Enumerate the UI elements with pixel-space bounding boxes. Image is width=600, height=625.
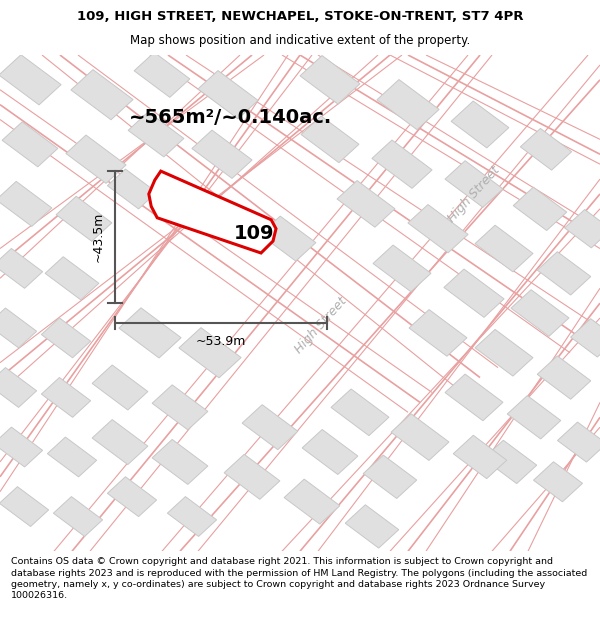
Polygon shape [41, 318, 91, 357]
Polygon shape [260, 216, 316, 261]
Polygon shape [47, 437, 97, 477]
Polygon shape [167, 497, 217, 536]
Polygon shape [188, 191, 244, 236]
Polygon shape [198, 71, 258, 119]
Polygon shape [224, 454, 280, 499]
Polygon shape [453, 435, 507, 479]
Polygon shape [391, 414, 449, 461]
Polygon shape [2, 122, 58, 167]
Polygon shape [0, 487, 49, 526]
Polygon shape [345, 505, 399, 548]
Polygon shape [179, 328, 241, 378]
Text: ~43.5m: ~43.5m [91, 212, 104, 262]
Polygon shape [537, 356, 591, 399]
Polygon shape [92, 365, 148, 410]
Polygon shape [0, 368, 37, 408]
Polygon shape [372, 140, 432, 188]
Polygon shape [533, 462, 583, 502]
Polygon shape [475, 329, 533, 376]
Text: 109, HIGH STREET, NEWCHAPEL, STOKE-ON-TRENT, ST7 4PR: 109, HIGH STREET, NEWCHAPEL, STOKE-ON-TR… [77, 10, 523, 23]
Polygon shape [107, 169, 157, 209]
Polygon shape [134, 52, 190, 98]
Polygon shape [66, 135, 126, 183]
Polygon shape [119, 308, 181, 358]
Polygon shape [363, 455, 417, 499]
Polygon shape [475, 225, 533, 272]
Text: High Street: High Street [445, 163, 503, 224]
Polygon shape [300, 56, 360, 104]
Polygon shape [409, 309, 467, 356]
Polygon shape [377, 79, 439, 130]
Polygon shape [45, 257, 99, 300]
Polygon shape [511, 290, 569, 336]
Polygon shape [373, 245, 431, 292]
Polygon shape [331, 389, 389, 436]
Polygon shape [0, 249, 43, 288]
Polygon shape [284, 479, 340, 524]
Polygon shape [0, 181, 52, 226]
Polygon shape [53, 497, 103, 536]
Polygon shape [301, 116, 359, 162]
Polygon shape [444, 269, 504, 318]
Polygon shape [557, 422, 600, 462]
Polygon shape [0, 427, 43, 467]
Polygon shape [483, 440, 537, 484]
Polygon shape [520, 129, 572, 170]
Text: 109: 109 [234, 224, 275, 243]
Polygon shape [507, 396, 561, 439]
Polygon shape [337, 181, 395, 228]
Polygon shape [451, 101, 509, 148]
Polygon shape [149, 171, 276, 253]
Polygon shape [445, 374, 503, 421]
Polygon shape [0, 55, 61, 105]
Polygon shape [408, 204, 468, 253]
Polygon shape [128, 112, 184, 157]
Polygon shape [0, 308, 37, 348]
Polygon shape [513, 187, 567, 231]
Polygon shape [56, 196, 112, 241]
Polygon shape [302, 429, 358, 474]
Polygon shape [192, 130, 252, 178]
Text: Map shows position and indicative extent of the property.: Map shows position and indicative extent… [130, 34, 470, 47]
Polygon shape [537, 252, 591, 295]
Polygon shape [152, 439, 208, 484]
Text: ~53.9m: ~53.9m [196, 336, 246, 348]
Text: ~565m²/~0.140ac.: ~565m²/~0.140ac. [129, 107, 332, 126]
Text: High Street: High Street [292, 295, 350, 356]
Polygon shape [445, 161, 503, 208]
Polygon shape [107, 477, 157, 517]
Polygon shape [92, 419, 148, 464]
Polygon shape [565, 209, 600, 248]
Polygon shape [152, 385, 208, 430]
Polygon shape [71, 69, 133, 120]
Polygon shape [571, 319, 600, 357]
Polygon shape [242, 404, 298, 450]
Polygon shape [41, 378, 91, 418]
Text: Contains OS data © Crown copyright and database right 2021. This information is : Contains OS data © Crown copyright and d… [11, 557, 587, 601]
